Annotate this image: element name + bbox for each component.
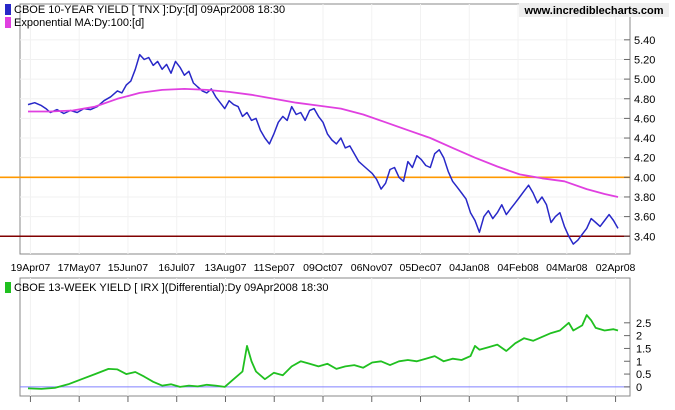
top-reference-lines bbox=[0, 176, 630, 238]
irx-legend-swatch bbox=[5, 282, 11, 293]
bottom-ytick-label: 2 bbox=[636, 331, 642, 343]
bottom-ytick-label: 0 bbox=[636, 382, 642, 394]
top-y-ticks: 5.40 5.20 5.00 4.80 4.60 4.40 4.20 4.00 3.80 3.60… bbox=[624, 35, 655, 243]
date-tick-label: 19Apr07 bbox=[11, 262, 51, 274]
top-x-ticks: 19Apr07 17May07 15Jun07 16Jul07 13Aug07 11Sep… bbox=[11, 262, 636, 274]
bottom-ytick-label: 0.5 bbox=[636, 369, 651, 381]
date-tick-label: 06Nov07 bbox=[351, 262, 393, 274]
bottom-x-ticks bbox=[29, 396, 617, 402]
date-tick-label: 04Jan08 bbox=[449, 262, 489, 274]
ma-legend-swatch bbox=[5, 17, 11, 28]
date-tick-label: 02Apr08 bbox=[596, 262, 636, 274]
date-tick-label: 15Jun07 bbox=[108, 262, 148, 274]
brand-logo: www.incrediblecharts.com bbox=[519, 3, 669, 17]
top-ytick-label: 5.00 bbox=[634, 74, 655, 86]
bottom-gridlines bbox=[29, 278, 617, 396]
top-series-group bbox=[27, 53, 619, 245]
top-ytick-label: 4.40 bbox=[634, 133, 655, 145]
irx-legend-label: CBOE 13-WEEK YIELD [ IRX ](Differential)… bbox=[14, 282, 328, 294]
date-tick-label: 05Dec07 bbox=[400, 262, 442, 274]
top-ytick-label: 4.00 bbox=[634, 172, 655, 184]
ema-series-line bbox=[28, 88, 619, 198]
top-ytick-label: 5.20 bbox=[634, 54, 655, 66]
date-tick-label: 13Aug07 bbox=[204, 262, 246, 274]
bottom-ytick-label: 2.5 bbox=[636, 318, 651, 330]
bottom-panel-frame bbox=[19, 277, 631, 397]
top-ytick-label: 3.60 bbox=[634, 212, 655, 224]
date-tick-label: 16Jul07 bbox=[158, 262, 195, 274]
top-ytick-label: 5.40 bbox=[634, 35, 655, 47]
bottom-y-ticks: 2.521.510.50 bbox=[624, 318, 651, 394]
bottom-series-group bbox=[27, 314, 619, 390]
top-ytick-label: 3.80 bbox=[634, 192, 655, 204]
irx-series-line bbox=[27, 314, 619, 390]
brand-text: www.incrediblecharts.com bbox=[524, 5, 664, 17]
bottom-ytick-label: 1.5 bbox=[636, 343, 651, 355]
date-tick-label: 09Oct07 bbox=[303, 262, 343, 274]
top-ytick-label: 4.80 bbox=[634, 94, 655, 106]
tnx-series-line bbox=[27, 53, 619, 245]
tnx-legend-swatch bbox=[5, 4, 11, 15]
top-gridlines bbox=[20, 4, 630, 254]
bottom-ytick-label: 1 bbox=[636, 356, 642, 368]
ma-legend-label: Exponential MA:Dy:100:[d] bbox=[14, 17, 144, 29]
top-ytick-label: 3.40 bbox=[634, 231, 655, 243]
top-ytick-label: 4.20 bbox=[634, 153, 655, 165]
date-tick-label: 04Feb08 bbox=[497, 262, 539, 274]
tnx-legend-label: CBOE 10-YEAR YIELD [ TNX ]:Dy:[d] 09Apr2… bbox=[14, 4, 285, 16]
date-tick-label: 11Sep07 bbox=[254, 262, 295, 274]
top-ytick-label: 4.60 bbox=[634, 113, 655, 125]
date-tick-label: 04Mar08 bbox=[546, 262, 588, 274]
date-tick-label: 17May07 bbox=[58, 262, 101, 274]
